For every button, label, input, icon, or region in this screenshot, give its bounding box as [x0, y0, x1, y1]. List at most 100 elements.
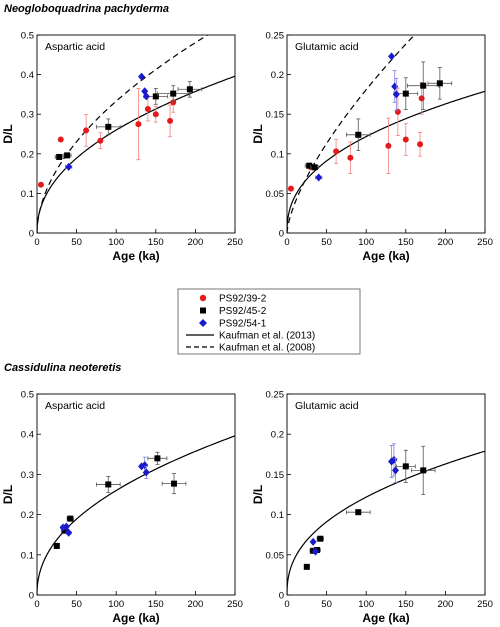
- x-tick-label: 50: [71, 237, 82, 248]
- y-tick-label: 0.1: [21, 189, 34, 200]
- data-point-ps92-45-2: [306, 162, 313, 169]
- data-point-ps92-54-1: [388, 52, 396, 61]
- data-point-ps92-45-2: [105, 481, 112, 488]
- x-tick-label: 100: [108, 599, 124, 610]
- x-tick-label: 200: [187, 599, 203, 610]
- legend-marker-ps92-39-2: [199, 294, 207, 302]
- curve-kaufman-2008: [37, 35, 209, 233]
- panel-annotation: Glutamic acid: [295, 41, 359, 53]
- data-point-ps92-39-2: [97, 137, 104, 144]
- data-point-ps92-54-1: [62, 522, 70, 531]
- legend-marker-ps92-54-1: [199, 319, 207, 327]
- data-point-ps92-45-2: [53, 542, 60, 549]
- data-point-ps92-54-1: [138, 72, 146, 81]
- y-tick-label: 0.4: [21, 70, 34, 81]
- data-point-ps92-39-2: [394, 108, 401, 115]
- x-tick-label: 50: [71, 599, 82, 610]
- data-point-ps92-39-2: [170, 99, 177, 106]
- y-tick-label: 0.5: [21, 31, 34, 42]
- y-tick-label: 0.2: [271, 430, 284, 441]
- x-tick-label: 100: [358, 599, 374, 610]
- legend-label-kaufman-2008: Kaufman et al. (2008): [219, 343, 315, 354]
- x-tick-label: 0: [284, 237, 289, 248]
- x-axis-label: Age (ka): [362, 611, 409, 625]
- panel-annotation: Glutamic acid: [295, 400, 359, 412]
- plot-frame: [286, 34, 486, 234]
- y-tick-label: 0: [279, 229, 284, 240]
- data-point-ps92-45-2: [105, 123, 112, 130]
- y-tick-label: 0.05: [266, 189, 285, 200]
- x-tick-label: 150: [398, 599, 414, 610]
- data-point-ps92-45-2: [154, 455, 161, 462]
- y-tick-label: 0.1: [271, 510, 284, 521]
- x-tick-label: 200: [187, 237, 203, 248]
- y-tick-label: 0.4: [21, 430, 34, 441]
- x-tick-label: 0: [284, 599, 289, 610]
- panel-annotation: Aspartic acid: [45, 41, 105, 53]
- data-point-ps92-45-2: [170, 90, 177, 97]
- y-tick-label: 0: [29, 591, 34, 602]
- y-axis-label: D/L: [1, 485, 15, 504]
- curve-kaufman-2013: [287, 90, 485, 233]
- x-tick-label: 50: [321, 237, 332, 248]
- data-point-ps92-39-2: [152, 111, 159, 118]
- data-point-ps92-45-2: [56, 153, 63, 160]
- legend-label-ps92-45-2: PS92/45-2: [219, 306, 267, 317]
- y-tick-label: 0.5: [21, 390, 34, 401]
- y-tick-label: 0.25: [266, 31, 285, 42]
- data-point-ps92-54-1: [142, 92, 150, 101]
- x-axis-label: Age (ka): [112, 249, 159, 263]
- panel-annotation: Aspartic acid: [45, 400, 105, 412]
- data-point-ps92-54-1: [142, 468, 150, 477]
- curve-kaufman-2013: [37, 435, 235, 595]
- legend-box: [177, 288, 361, 355]
- data-point-ps92-54-1: [309, 537, 317, 546]
- section-title-bottom: Cassidulina neoteretis: [4, 362, 121, 374]
- data-point-ps92-45-2: [436, 80, 443, 87]
- data-point-ps92-45-2: [152, 93, 159, 100]
- x-axis-label: Age (ka): [112, 611, 159, 625]
- x-tick-label: 50: [321, 599, 332, 610]
- chart-panel-2: 0 50 100 150 200 250 0 0.05 0.1 0.15 0.2 0.25 Age (k…: [251, 31, 493, 264]
- plot-frame: [36, 393, 236, 596]
- x-tick-label: 100: [358, 237, 374, 248]
- data-point-ps92-45-2: [186, 86, 193, 93]
- plot-frame: [286, 393, 486, 596]
- y-axis-label: D/L: [251, 485, 265, 504]
- y-tick-label: 0.05: [266, 550, 285, 561]
- data-point-ps92-54-1: [392, 90, 400, 99]
- data-point-ps92-54-1: [315, 173, 323, 182]
- data-point-ps92-39-2: [347, 154, 354, 161]
- y-tick-label: 0.1: [21, 550, 34, 561]
- legend-label-kaufman-2013: Kaufman et al. (2013): [219, 331, 315, 342]
- x-axis-label: Age (ka): [362, 249, 409, 263]
- data-point-ps92-54-1: [65, 528, 73, 537]
- data-point-ps92-45-2: [355, 509, 362, 516]
- x-tick-label: 150: [148, 237, 164, 248]
- y-tick-label: 0.15: [266, 470, 285, 481]
- data-point-ps92-39-2: [402, 136, 409, 143]
- y-tick-label: 0.3: [21, 470, 34, 481]
- x-tick-label: 250: [477, 237, 493, 248]
- y-tick-label: 0.3: [21, 110, 34, 121]
- section-title-top: Neogloboquadrina pachyderma: [4, 3, 169, 15]
- y-axis-label: D/L: [1, 124, 15, 143]
- y-tick-label: 0.2: [271, 70, 284, 81]
- legend-label-ps92-54-1: PS92/54-1: [219, 319, 267, 330]
- data-point-ps92-45-2: [61, 527, 68, 534]
- data-point-ps92-54-1: [65, 162, 73, 171]
- x-tick-label: 100: [108, 237, 124, 248]
- data-point-ps92-45-2: [303, 563, 310, 570]
- chart-panel-3: 0 50 100 150 200 250 0 0.1 0.2 0.3 0.4 0.5 Age (ka) D…: [1, 390, 243, 626]
- legend: PS92/39-2 PS92/45-2 PS92/54-1 Kaufman et…: [177, 288, 361, 355]
- y-tick-label: 0.25: [266, 390, 285, 401]
- plot-frame: [36, 34, 236, 234]
- data-point-ps92-45-2: [402, 463, 409, 470]
- x-tick-label: 0: [34, 599, 39, 610]
- legend-label-ps92-39-2: PS92/39-2: [219, 294, 267, 305]
- data-point-ps92-39-2: [167, 117, 174, 124]
- chart-panel-4: 0 50 100 150 200 250 0 0.05 0.1 0.15 0.2 0.25 Age (k…: [251, 390, 493, 626]
- data-point-ps92-45-2: [355, 131, 362, 138]
